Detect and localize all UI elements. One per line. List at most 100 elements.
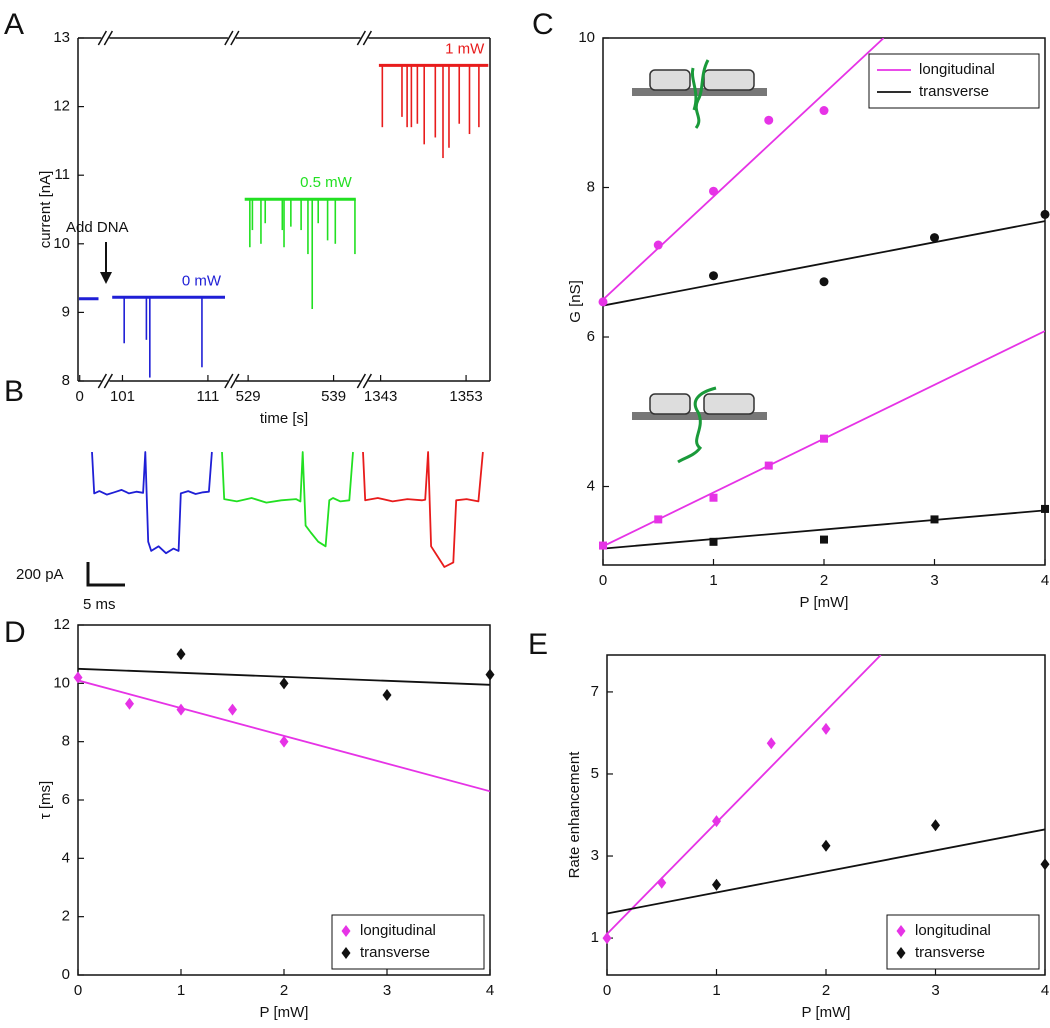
data-point xyxy=(712,815,721,828)
event-trace xyxy=(91,451,213,555)
y-tick-label: 3 xyxy=(591,847,599,864)
y-tick-label: 8 xyxy=(587,178,595,195)
data-point xyxy=(712,878,721,891)
legend-swatch xyxy=(896,925,906,937)
x-tick-label: 4 xyxy=(486,982,494,999)
electrode xyxy=(703,69,755,91)
y-tick-label: 9 xyxy=(62,303,70,320)
x-tick-label: 1 xyxy=(709,572,717,589)
data-point xyxy=(709,493,718,502)
x-axis-label: P [mW] xyxy=(260,1004,309,1021)
x-tick-label: 3 xyxy=(931,982,939,999)
data-point xyxy=(598,297,608,307)
legend-box xyxy=(886,914,1040,970)
data-point xyxy=(485,668,495,681)
data-point xyxy=(657,876,667,889)
y-tick-label: 11 xyxy=(54,166,70,183)
electrode xyxy=(649,393,691,415)
y-tick-label: 4 xyxy=(62,849,70,866)
x-axis-label: time [s] xyxy=(260,410,308,427)
data-point xyxy=(176,703,186,716)
scale-bar-label: 5 ms xyxy=(83,596,116,613)
x-tick-label: 2 xyxy=(820,572,828,589)
legend-label: transverse xyxy=(919,83,989,100)
legend-label: transverse xyxy=(360,944,430,961)
y-tick-label: 6 xyxy=(587,328,595,345)
data-point xyxy=(766,737,776,750)
event-trace xyxy=(221,451,354,548)
x-tick-label: 2 xyxy=(822,982,830,999)
y-axis-label: Rate enhancement xyxy=(566,751,583,879)
y-tick-label: 8 xyxy=(62,733,70,750)
y-axis-label: G [nS] xyxy=(567,280,584,323)
x-tick-label: 0 xyxy=(599,572,607,589)
legend-label: longitudinal xyxy=(915,922,991,939)
y-tick-label: 10 xyxy=(53,235,70,252)
y-tick-label: 13 xyxy=(53,29,70,46)
data-point xyxy=(599,541,607,550)
axis-break xyxy=(103,30,114,46)
legend-swatch xyxy=(896,947,906,959)
series-label: 0.5 mW xyxy=(300,174,353,191)
arrow-head xyxy=(100,272,112,284)
x-tick-label: 4 xyxy=(1041,572,1049,589)
data-point xyxy=(382,689,392,701)
y-tick-label: 4 xyxy=(587,477,595,494)
data-point xyxy=(764,461,773,470)
y-tick-label: 10 xyxy=(578,29,595,46)
axis-break xyxy=(230,30,240,46)
axis-break xyxy=(230,373,240,389)
legend-label: transverse xyxy=(915,944,985,961)
data-point xyxy=(653,240,663,250)
x-tick-label: 2 xyxy=(280,982,288,999)
panel-label: C xyxy=(532,8,554,41)
data-point xyxy=(709,186,718,196)
data-point xyxy=(821,839,831,852)
fit-line xyxy=(603,38,885,301)
scale-bar-label: 200 pA xyxy=(16,566,64,583)
event-trace xyxy=(362,451,484,568)
x-tick-label: 529 xyxy=(236,388,261,405)
data-point xyxy=(1040,209,1050,219)
x-tick-label: 3 xyxy=(930,572,938,589)
x-axis-label: P [mW] xyxy=(802,1004,851,1021)
axis-break xyxy=(362,373,373,389)
data-point xyxy=(654,515,663,524)
x-tick-label: 0 xyxy=(603,982,611,999)
x-tick-label: 1 xyxy=(712,982,720,999)
y-axis-label: current [nA] xyxy=(37,171,54,249)
electrode xyxy=(703,393,755,415)
data-point xyxy=(764,115,774,125)
dna xyxy=(677,386,717,464)
y-axis-label: τ [ms] xyxy=(37,781,54,819)
data-point xyxy=(279,677,289,690)
current-trace xyxy=(78,295,225,301)
fit-line xyxy=(603,509,1045,550)
panel-label: B xyxy=(4,375,24,408)
x-axis-label: P [mW] xyxy=(800,594,849,611)
axis-break xyxy=(356,30,367,46)
legend-label: longitudinal xyxy=(360,922,436,939)
data-point xyxy=(931,819,940,832)
fit-line xyxy=(78,667,490,686)
x-tick-label: 1343 xyxy=(364,388,397,405)
data-point xyxy=(820,535,828,544)
annotation-add-dna: Add DNA xyxy=(66,219,129,284)
data-point xyxy=(176,648,186,661)
data-point xyxy=(279,735,289,748)
x-tick-label: 1 xyxy=(177,982,185,999)
axis-break xyxy=(224,373,234,389)
legend-swatch xyxy=(341,947,351,959)
data-point xyxy=(819,277,829,287)
axis-break xyxy=(97,30,108,46)
series-label: 0 mW xyxy=(182,272,222,289)
fit-line xyxy=(607,655,882,935)
y-tick-label: 10 xyxy=(53,674,70,691)
axis-break xyxy=(356,373,367,389)
data-point xyxy=(73,671,83,684)
legend-box xyxy=(868,53,1040,109)
panel-label: D xyxy=(4,616,26,649)
fit-line xyxy=(603,220,1045,307)
y-tick-label: 8 xyxy=(62,372,70,389)
